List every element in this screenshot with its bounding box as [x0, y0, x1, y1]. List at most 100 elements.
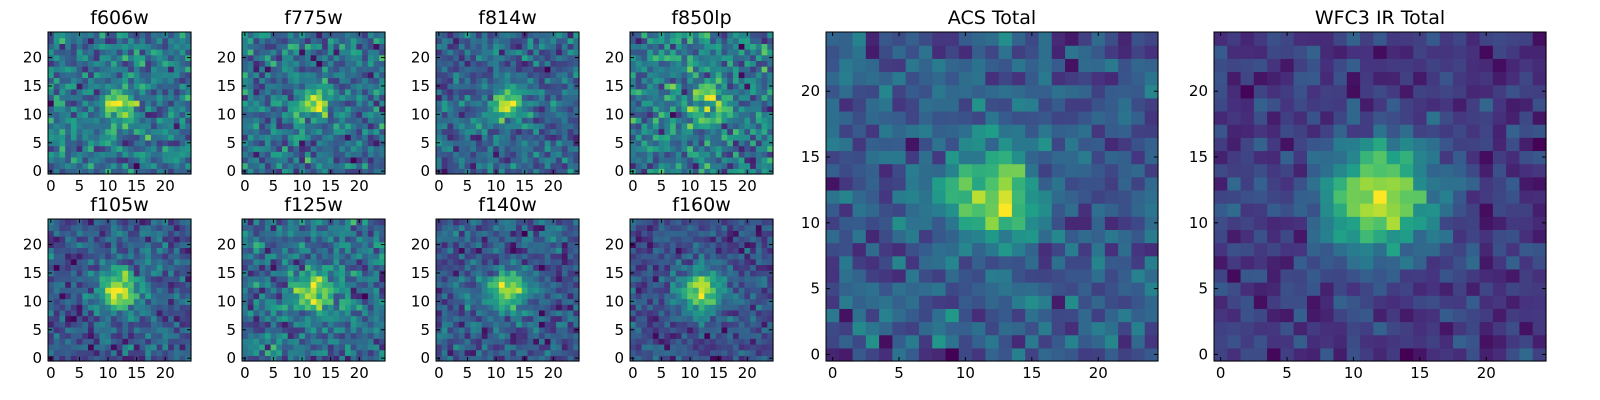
pixel-cell — [710, 343, 717, 351]
pixel-cell — [556, 111, 563, 118]
pixel-cell — [533, 230, 540, 237]
pixel-cell — [53, 321, 61, 328]
pixel-cell — [287, 264, 295, 271]
pixel-cell — [476, 139, 483, 147]
pixel-cell — [322, 100, 329, 107]
pixel-cell — [373, 94, 380, 101]
pixel-cell — [761, 54, 768, 61]
pixel-cell — [316, 219, 323, 226]
pixel-cell — [150, 275, 158, 283]
pixel-cell — [635, 355, 643, 362]
y-tick-label: 20 — [217, 236, 236, 254]
pixel-cell — [670, 315, 677, 322]
pixel-cell — [367, 241, 375, 248]
pixel-cell — [544, 134, 551, 141]
pixel-cell — [276, 94, 283, 101]
pixel-cell — [670, 66, 677, 73]
pixel-cell — [561, 275, 569, 283]
x-tick-label: 10 — [293, 364, 312, 382]
pixel-cell — [470, 71, 477, 79]
pixel-cell — [116, 247, 123, 254]
pixel-cell — [464, 83, 471, 90]
pixel-cell — [464, 43, 471, 50]
pixel-cell — [276, 77, 283, 84]
pixel-cell — [287, 292, 295, 300]
pixel-cell — [333, 168, 340, 175]
pixel-cell — [527, 326, 534, 334]
pixel-cell — [458, 162, 466, 169]
pixel-cell — [99, 111, 106, 118]
pixel-cell — [362, 168, 369, 175]
pixel-cell — [59, 264, 66, 271]
pixel-cell — [436, 37, 443, 44]
pixel-cell — [681, 139, 688, 147]
pixel-cell — [715, 105, 723, 113]
pixel-cell — [339, 287, 346, 294]
pixel-cell — [516, 77, 523, 84]
pixel-cell — [641, 128, 648, 135]
pixel-cell — [664, 270, 671, 277]
x-tick-label: 10 — [487, 177, 506, 195]
pixel-cell — [242, 100, 249, 107]
pixel-cell — [447, 236, 454, 243]
pixel-cell — [704, 292, 711, 300]
pixel-cell — [82, 43, 89, 50]
pixel-cell — [664, 275, 671, 283]
pixel-cell — [458, 100, 466, 107]
pixel-cell — [253, 355, 260, 362]
pixel-cell — [156, 236, 163, 243]
pixel-cell — [379, 66, 386, 73]
pixel-cell — [464, 54, 471, 61]
pixel-cell — [282, 83, 289, 90]
pixel-cell — [664, 139, 671, 147]
pixel-cell — [333, 32, 340, 39]
pixel-cell — [59, 355, 66, 362]
pixel-cell — [70, 224, 78, 231]
pixel-cell — [276, 349, 283, 356]
pixel-cell — [379, 258, 386, 266]
pixel-cell — [316, 338, 323, 345]
pixel-cell — [185, 321, 192, 328]
pixel-cell — [133, 349, 141, 356]
pixel-cell — [133, 281, 141, 288]
pixel-cell — [99, 122, 106, 130]
pixel-cell — [122, 287, 129, 294]
pixel-cell — [150, 309, 158, 317]
pixel-cell — [630, 128, 637, 135]
pixel-cell — [464, 100, 471, 107]
pixel-cell — [105, 77, 112, 84]
pixel-cell — [556, 168, 563, 175]
pixel-cell — [156, 94, 163, 101]
pixel-cell — [721, 60, 728, 67]
pixel-cell — [556, 77, 563, 84]
pixel-cell — [447, 83, 454, 90]
pixel-cell — [715, 122, 723, 130]
pixel-cell — [561, 326, 569, 334]
pixel-cell — [247, 43, 255, 50]
pixel-cell — [670, 298, 677, 305]
pixel-cell — [721, 168, 728, 175]
pixel-cell — [282, 355, 289, 362]
pixel-cell — [373, 88, 380, 96]
y-tick-label: 15 — [605, 77, 624, 95]
pixel-cell — [481, 117, 489, 124]
pixel-cell — [721, 156, 728, 164]
pixel-cell — [710, 355, 717, 362]
pixel-cell — [150, 224, 158, 231]
pixel-cell — [367, 236, 375, 243]
pixel-cell — [487, 83, 494, 90]
pixel-cell — [133, 304, 141, 311]
pixel-cell — [76, 281, 83, 288]
pixel-cell — [253, 37, 260, 44]
pixel-cell — [350, 264, 357, 271]
pixel-cell — [247, 224, 255, 231]
pixel-cell — [664, 100, 671, 107]
pixel-cell — [270, 156, 277, 164]
pixel-cell — [567, 309, 574, 317]
pixel-cell — [704, 71, 711, 79]
pixel-cell — [185, 292, 192, 300]
pixel-cell — [173, 54, 181, 61]
pixel-cell — [755, 304, 763, 311]
pixel-cell — [59, 32, 66, 39]
pixel-cell — [561, 168, 569, 175]
